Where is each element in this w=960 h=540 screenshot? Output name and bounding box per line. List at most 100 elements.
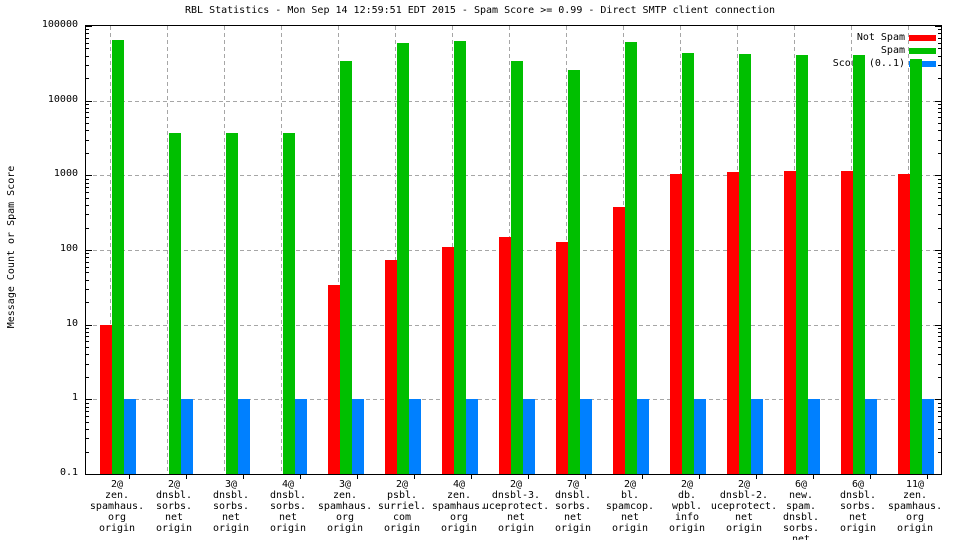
x-tick [927, 474, 928, 479]
y-minor-tick [938, 422, 941, 423]
legend-swatch [909, 34, 936, 41]
y-major-tick [86, 101, 92, 102]
y-minor-tick [86, 104, 89, 105]
y-minor-tick [86, 48, 89, 49]
y-tick-label: 10000 [47, 93, 78, 105]
y-minor-tick [86, 198, 89, 199]
y-minor-tick [86, 262, 89, 263]
y-tick-label: 0.1 [59, 467, 78, 478]
y-major-tick [86, 250, 92, 251]
legend-label: Score (0..1) [832, 58, 905, 69]
x-category-label: 6@ dnsbl. sorbs. net origin [839, 479, 877, 534]
bar-not-spam [328, 285, 340, 474]
y-minor-tick [938, 341, 941, 342]
bar-score-0-1- [181, 399, 193, 474]
bar-spam [796, 54, 808, 474]
y-minor-tick [86, 123, 89, 124]
y-minor-tick [86, 347, 89, 348]
y-minor-tick [938, 438, 941, 439]
x-category-label: 2@ zen. spamhaus. org origin [89, 479, 145, 534]
y-major-tick [86, 325, 92, 326]
y-minor-tick [938, 123, 941, 124]
legend-label: Not Spam [856, 32, 905, 43]
y-minor-tick [86, 422, 89, 423]
x-tick [300, 474, 301, 479]
x-category-label: 2@ bl. spamcop. net origin [605, 479, 655, 534]
bar-not-spam [898, 173, 910, 474]
y-minor-tick [938, 108, 941, 109]
y-minor-tick [938, 364, 941, 365]
y-minor-tick [86, 364, 89, 365]
y-major-tick [86, 26, 92, 27]
y-minor-tick [938, 153, 941, 154]
y-minor-tick [86, 65, 89, 66]
y-minor-tick [86, 332, 89, 333]
legend-entry: Score (0..1) [833, 57, 936, 70]
x-category-label: 3@ zen. spamhaus. org origin [317, 479, 373, 534]
y-major-tick [935, 399, 941, 400]
y-minor-tick [86, 429, 89, 430]
y-minor-tick [86, 452, 89, 453]
y-minor-tick [86, 183, 89, 184]
y-minor-tick [86, 438, 89, 439]
bar-score-0-1- [637, 399, 649, 474]
y-tick-label: 10 [65, 317, 78, 329]
y-minor-tick [86, 38, 89, 39]
x-tick [585, 474, 586, 479]
y-minor-tick [938, 429, 941, 430]
y-minor-tick [938, 262, 941, 263]
x-category-label: 3@ dnsbl. sorbs. net origin [212, 479, 250, 534]
bar-spam [226, 132, 238, 474]
x-category-label: 2@ dnsbl-3. uceprotect. net origin [482, 479, 550, 534]
y-minor-tick [86, 272, 89, 273]
x-tick [186, 474, 187, 479]
y-minor-tick [938, 56, 941, 57]
bar-spam [739, 54, 751, 474]
y-minor-tick [938, 65, 941, 66]
bar-not-spam [385, 260, 397, 474]
y-tick-label: 100000 [41, 19, 78, 30]
bar-score-0-1- [808, 399, 820, 474]
y-minor-tick [86, 354, 89, 355]
y-minor-tick [938, 267, 941, 268]
y-minor-tick [86, 43, 89, 44]
y-minor-tick [938, 302, 941, 303]
y-minor-tick [938, 48, 941, 49]
y-minor-tick [938, 257, 941, 258]
y-minor-tick [938, 187, 941, 188]
x-category-label: 4@ zen. spamhaus. org origin [431, 479, 487, 534]
y-minor-tick [86, 253, 89, 254]
y-minor-tick [938, 130, 941, 131]
bar-spam [283, 132, 295, 474]
legend-label: Spam [880, 45, 905, 56]
bar-spam [625, 41, 637, 474]
y-tick-label: 100 [59, 243, 78, 254]
bar-not-spam [100, 324, 112, 474]
y-major-tick [935, 474, 941, 475]
y-minor-tick [86, 328, 89, 329]
y-minor-tick [938, 205, 941, 206]
y-minor-tick [86, 302, 89, 303]
y-minor-tick [938, 328, 941, 329]
y-minor-tick [86, 130, 89, 131]
bar-score-0-1- [295, 399, 307, 474]
x-category-label: 2@ dnsbl-2. uceprotect. net origin [710, 479, 778, 534]
y-minor-tick [938, 280, 941, 281]
y-minor-tick [86, 407, 89, 408]
y-minor-tick [938, 336, 941, 337]
bar-spam [511, 61, 523, 474]
y-minor-tick [938, 38, 941, 39]
bar-spam [112, 40, 124, 474]
y-minor-tick [938, 29, 941, 30]
x-tick [870, 474, 871, 479]
legend-swatch [909, 47, 936, 54]
y-minor-tick [86, 56, 89, 57]
bar-score-0-1- [124, 399, 136, 474]
y-minor-tick [86, 33, 89, 34]
y-minor-tick [938, 179, 941, 180]
y-minor-tick [86, 336, 89, 337]
y-minor-tick [938, 214, 941, 215]
legend: Not Spam Spam Score (0..1) [833, 31, 936, 70]
legend-entry: Spam [833, 44, 936, 57]
bar-score-0-1- [409, 399, 421, 474]
